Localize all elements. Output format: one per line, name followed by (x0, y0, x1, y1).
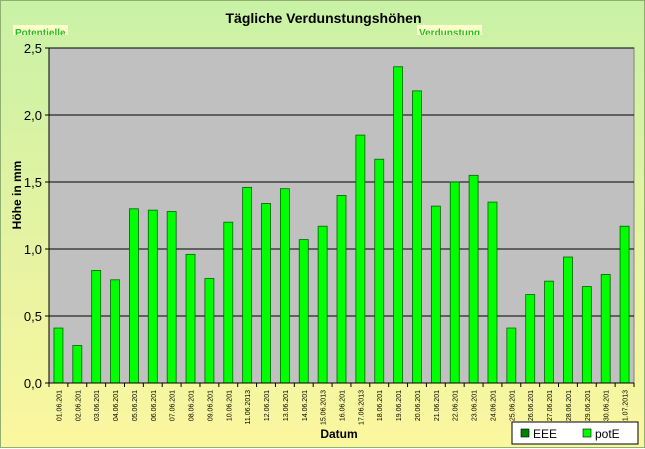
x-tick-label: 25.06.201 (509, 390, 516, 421)
bar (374, 158, 385, 384)
y-tick-label: 0,5 (24, 309, 42, 324)
x-tick-label: 28.06.201 (566, 390, 573, 421)
left-corner-label: Potentielle (13, 25, 68, 35)
x-tick-label: 27.06.201 (547, 390, 554, 421)
bar (544, 280, 554, 384)
x-tick-label: 18.06.201 (377, 390, 384, 421)
y-axis: 0,0 0,5 1,0 1,5 2,0 2,5 (24, 41, 50, 391)
x-tick-label: 03.06.201 (94, 390, 101, 421)
legend-swatch (520, 428, 530, 438)
y-tick-label: 1,0 (24, 242, 42, 257)
x-tick-label: 05.06.201 (132, 390, 139, 421)
x-tick-label: 02.06.201 (75, 390, 82, 421)
bar (619, 225, 630, 384)
x-tick-label: 20.06.201 (415, 390, 422, 421)
bar (412, 90, 422, 384)
bar (129, 208, 139, 384)
bar (393, 66, 404, 384)
bar (53, 327, 64, 384)
bar (166, 211, 177, 384)
y-tick-label: 2,0 (24, 108, 42, 123)
y-tick-label: 0,0 (24, 376, 42, 391)
x-tick-label: 01.06.201 (56, 390, 63, 421)
x-tick-label: 30.06.201 (604, 390, 611, 421)
x-tick-label: 13.06.201 (283, 390, 290, 421)
x-tick-label: 07.06.201 (170, 390, 177, 421)
x-tick-label: 29.06.201 (585, 390, 592, 421)
x-tick-label: 09.06.201 (207, 390, 214, 421)
x-tick-label: 10.06.201 (226, 390, 233, 421)
bar (563, 256, 573, 384)
bar (506, 327, 517, 384)
y-tick-label: 2,5 (24, 41, 42, 56)
x-tick-label: 08.06.201 (189, 390, 196, 421)
y-axis-label: Höhe in mm (10, 161, 24, 230)
legend-box (511, 421, 639, 445)
bar (72, 345, 83, 384)
bar (600, 274, 611, 384)
bar (449, 181, 460, 384)
x-tick-label: 11.06.2013 (245, 390, 252, 425)
x-tick-label: 23.06.201 (472, 390, 479, 421)
bar (430, 205, 441, 384)
bar (223, 221, 234, 384)
x-tick-label: 14.06.201 (302, 390, 309, 421)
x-tick-label: 12.06.201 (264, 390, 271, 421)
bar (525, 294, 536, 384)
bar (279, 188, 290, 384)
bar (581, 286, 592, 384)
bar (487, 201, 498, 384)
bar (317, 225, 328, 384)
bar (336, 194, 347, 384)
bar (261, 203, 271, 384)
legend-swatch (582, 428, 592, 438)
x-tick-label: 22.06.201 (453, 390, 460, 421)
bar (242, 186, 253, 384)
right-corner-label: Verdunstung (417, 25, 483, 35)
legend-label: potE (595, 427, 620, 441)
x-tick-label: 16.06.201 (340, 390, 347, 421)
x-tick-label: 19.06.201 (396, 390, 403, 421)
bar (204, 278, 215, 384)
bar (355, 134, 366, 384)
x-axis-label: Datum (320, 427, 357, 441)
x-tick-label: 15.06.2013 (321, 390, 328, 425)
y-tick-label: 1,5 (24, 175, 42, 190)
x-tick-label: 04.06.201 (113, 390, 120, 421)
bar (147, 209, 158, 384)
bar (298, 239, 309, 384)
x-tick-label: 06.06.201 (151, 390, 158, 421)
bar (185, 253, 196, 384)
legend-label: EEE (533, 427, 557, 441)
bar (468, 174, 479, 384)
x-axis: 01.06.201 02.06.201 03.06.201 04.06.201 05.0… (48, 382, 635, 425)
legend: EEE potE (511, 421, 639, 445)
chart-title: Tägliche Verdunstungshöhen (225, 10, 422, 26)
x-tick-label: 01.07.2013 (623, 390, 630, 425)
bar (110, 279, 120, 384)
x-tick-label: 21.06.201 (434, 390, 441, 421)
x-tick-label: 17.06.2013 (358, 390, 365, 425)
x-tick-label: 26.06.201 (528, 390, 535, 421)
bar (91, 270, 102, 384)
x-tick-label: 24.06.201 (490, 390, 497, 421)
bar-series (53, 66, 630, 384)
